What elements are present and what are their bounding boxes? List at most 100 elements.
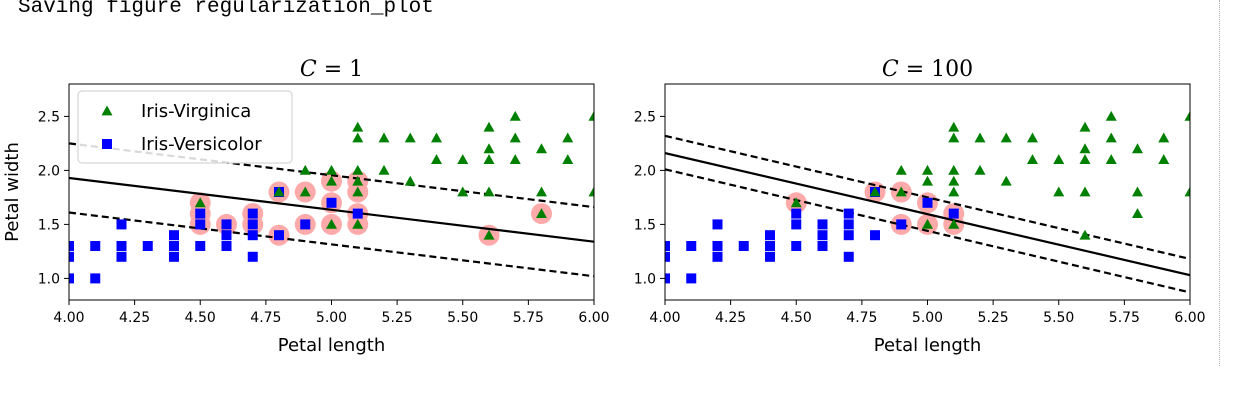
virginica-point [483, 154, 495, 164]
versicolor-point [896, 219, 907, 230]
y-tick-label: 1.5 [38, 217, 60, 233]
virginica-point [895, 164, 907, 175]
legend-box [77, 90, 293, 164]
virginica-point [352, 164, 364, 175]
decision-boundary-line [665, 152, 1190, 277]
versicolor-point [116, 219, 127, 230]
x-axis-label: Petal length [278, 335, 385, 356]
versicolor-point [665, 251, 670, 262]
virginica-point [1105, 154, 1117, 164]
virginica-point [1053, 186, 1065, 197]
virginica-point [588, 110, 594, 121]
x-axis-label: Petal length [874, 335, 981, 356]
x-tick-label: 4.50 [781, 310, 812, 326]
virginica-point [1027, 154, 1038, 164]
versicolor-point [116, 251, 127, 262]
versicolor-point [922, 197, 933, 208]
versicolor-point [791, 208, 802, 219]
margin-lower-line [665, 168, 1190, 294]
y-tick-label: 1.0 [634, 271, 656, 287]
versicolor-point [712, 241, 723, 251]
versicolor-point [791, 219, 802, 230]
virginica-point [974, 164, 986, 175]
virginica-point [948, 218, 960, 229]
plot-area [665, 110, 1190, 294]
x-tick-label: 5.50 [447, 310, 478, 326]
versicolor-point [765, 251, 775, 262]
virginica-point [948, 175, 960, 186]
virginica-point [378, 132, 390, 143]
x-tick-label: 4.75 [250, 310, 281, 326]
versicolor-point [665, 273, 670, 284]
margin-upper-line [665, 134, 1190, 261]
virginica-point [457, 186, 469, 197]
versicolor-point [90, 273, 101, 284]
versicolor-point [247, 208, 258, 219]
versicolor-point [352, 208, 363, 219]
versicolor-point [69, 251, 74, 262]
chart-panel-c100: 4.00 4.25 4.50 4.75 5.00 5.25 5.50 5.75 6.00 1.0 1… [634, 57, 1206, 356]
x-tick-label: 4.75 [846, 310, 877, 326]
versicolor-point [221, 241, 232, 251]
virginica-point [326, 218, 337, 229]
virginica-point [1079, 229, 1091, 240]
margin-lower-line [69, 211, 594, 278]
virginica-point [1053, 154, 1065, 164]
y-axis-label: Petal width [2, 142, 23, 242]
x-tick-label: 6.00 [578, 310, 609, 326]
legend-triangle-icon [101, 105, 113, 116]
versicolor-point [686, 273, 697, 284]
versicolor-point [765, 241, 775, 251]
x-tick-label: 5.25 [978, 310, 1009, 326]
virginica-point [378, 164, 390, 175]
virginica-point [1000, 132, 1012, 143]
virginica-point [509, 154, 521, 164]
versicolor-point [247, 251, 258, 262]
virginica-point [562, 132, 574, 143]
virginica-point [404, 132, 416, 143]
virginica-point [404, 175, 416, 186]
virginica-point [273, 186, 285, 197]
versicolor-point [274, 230, 284, 241]
virginica-point [948, 186, 960, 197]
virginica-point [299, 164, 311, 175]
versicolor-point [870, 230, 880, 241]
virginica-point [326, 175, 337, 186]
versicolor-point [116, 241, 127, 251]
virginica-point [1000, 175, 1012, 186]
virginica-point [1079, 186, 1091, 197]
versicolor-point [69, 241, 74, 251]
versicolor-point [843, 208, 854, 219]
versicolor-point [221, 219, 232, 230]
versicolor-point [247, 230, 258, 241]
virginica-point [431, 154, 442, 164]
versicolor-point [843, 219, 854, 230]
versicolor-point [142, 241, 153, 251]
virginica-point [1184, 186, 1190, 197]
versicolor-point [738, 241, 749, 251]
y-tick-label: 2.0 [634, 163, 656, 179]
x-tick-label: 6.00 [1174, 310, 1205, 326]
cell-scroll-divider [1219, 0, 1220, 366]
virginica-point [1027, 132, 1038, 143]
x-tick-label: 4.25 [715, 310, 746, 326]
virginica-point [509, 132, 521, 143]
virginica-point [194, 197, 206, 208]
versicolor-point [195, 241, 206, 251]
virginica-point [1158, 132, 1170, 143]
virginica-point [1158, 154, 1170, 164]
legend-label-versicolor: Iris-Versicolor [141, 134, 262, 155]
versicolor-point [90, 241, 101, 251]
virginica-point [1079, 154, 1091, 164]
versicolor-point [300, 219, 311, 230]
chart-title: C = 100 [882, 57, 973, 82]
x-tick-label: 4.25 [119, 310, 150, 326]
virginica-point [895, 186, 907, 197]
x-tick-label: 4.00 [53, 310, 84, 326]
legend-square-icon [102, 139, 112, 149]
versicolor-point [686, 241, 697, 251]
decision-boundary-line [69, 176, 594, 243]
versicolor-point [169, 230, 179, 241]
virginica-point [483, 229, 495, 240]
virginica-point [974, 132, 986, 143]
